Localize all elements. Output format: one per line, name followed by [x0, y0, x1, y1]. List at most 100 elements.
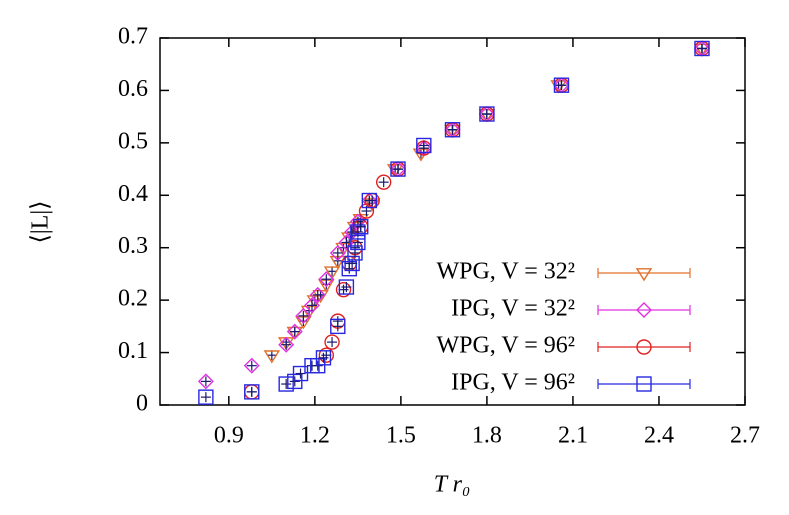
data-point [553, 77, 570, 93]
legend-marker [636, 302, 652, 318]
marker-shape [323, 266, 341, 280]
marker-shape [375, 174, 392, 190]
marker-shape [315, 350, 332, 366]
marker-shape [329, 244, 346, 261]
marker-shape [553, 77, 570, 93]
y-tick-label: 0.3 [118, 233, 148, 259]
marker-shape [310, 357, 326, 374]
data-point [244, 384, 260, 400]
data-point [309, 286, 326, 303]
legend-label: WPG, V = 32² [436, 259, 575, 285]
marker-shape [335, 281, 352, 298]
marker-shape [318, 347, 335, 363]
data-point [243, 357, 260, 374]
marker-shape [278, 376, 294, 392]
data-point [278, 376, 294, 392]
marker-shape [292, 365, 309, 382]
data-point [286, 323, 303, 340]
plot-frame [159, 37, 746, 406]
marker-shape [303, 297, 320, 314]
data-point [444, 122, 461, 138]
y-tick-label: 0.5 [118, 128, 148, 154]
data-point [287, 373, 303, 390]
data-point [318, 271, 335, 288]
data-point [197, 373, 214, 390]
data-point [341, 260, 357, 277]
marker-shape [347, 245, 363, 261]
marker-shape [390, 161, 406, 177]
marker-shape [263, 350, 281, 364]
marker-shape [198, 389, 214, 405]
marker-shape [636, 376, 652, 392]
data-point [416, 137, 432, 154]
marker-shape [416, 137, 432, 154]
data-point [323, 266, 341, 280]
data-point [375, 174, 392, 190]
data-point [338, 279, 355, 295]
legend-label: IPG, V = 32² [451, 296, 575, 322]
legend-label: IPG, V = 96² [451, 370, 575, 396]
y-tick-label: 0.1 [118, 338, 148, 364]
y-tick-label: 0 [136, 391, 148, 417]
data-point [292, 365, 309, 382]
marker-shape [244, 384, 260, 400]
legend-label: WPG, V = 96² [436, 333, 575, 359]
marker-shape [309, 286, 326, 303]
marker-shape [636, 339, 652, 355]
x-axis-label: T r₀ [434, 472, 471, 498]
data-point [263, 350, 281, 364]
data-point [330, 318, 346, 335]
marker-shape [286, 323, 303, 340]
marker-shape [295, 307, 312, 324]
data-point [295, 307, 312, 324]
x-tick-label: 1.8 [472, 423, 502, 449]
data-point [303, 297, 320, 314]
marker-shape [338, 279, 355, 295]
legend-marker [636, 339, 652, 355]
marker-shape [361, 192, 378, 209]
marker-shape [635, 268, 653, 282]
x-tick-label: 1.2 [300, 423, 330, 449]
y-tick-label: 0.2 [118, 286, 148, 312]
y-tick-label: 0.6 [118, 76, 148, 102]
marker-shape [350, 224, 366, 240]
data-point [361, 192, 378, 209]
x-tick-label: 1.5 [386, 423, 416, 449]
x-tick-label: 2.7 [730, 423, 760, 449]
data-point [358, 203, 375, 219]
data-point [694, 40, 710, 57]
x-tick-label: 2.4 [644, 423, 674, 449]
x-tick-label: 2.1 [558, 423, 588, 449]
marker-shape [287, 373, 303, 390]
data-point [390, 161, 406, 177]
data-point [315, 350, 332, 366]
data-point [329, 244, 346, 261]
marker-shape [636, 302, 652, 318]
legend-marker [635, 268, 653, 282]
data-point [278, 336, 295, 353]
legend-marker [636, 376, 652, 392]
marker-shape [197, 373, 214, 390]
marker-shape [278, 336, 295, 353]
marker-shape [344, 255, 360, 272]
marker-shape [694, 40, 710, 57]
marker-shape [330, 318, 346, 335]
y-tick-label: 0.4 [118, 181, 148, 207]
y-axis-label: ⟨|L|⟩ [28, 201, 54, 244]
data-point [350, 224, 366, 240]
marker-shape [353, 219, 369, 235]
y-tick-label: 0.7 [118, 24, 148, 50]
data-point [324, 334, 340, 350]
data-point [310, 357, 326, 374]
marker-shape [318, 271, 335, 288]
data-point [353, 219, 369, 235]
marker-shape [479, 106, 495, 122]
data-point [479, 106, 495, 122]
marker-shape [444, 122, 461, 138]
x-tick-label: 0.9 [214, 423, 244, 449]
marker-shape [243, 357, 260, 374]
marker-shape [324, 334, 340, 350]
data-point [198, 389, 214, 405]
marker-shape [341, 260, 357, 277]
